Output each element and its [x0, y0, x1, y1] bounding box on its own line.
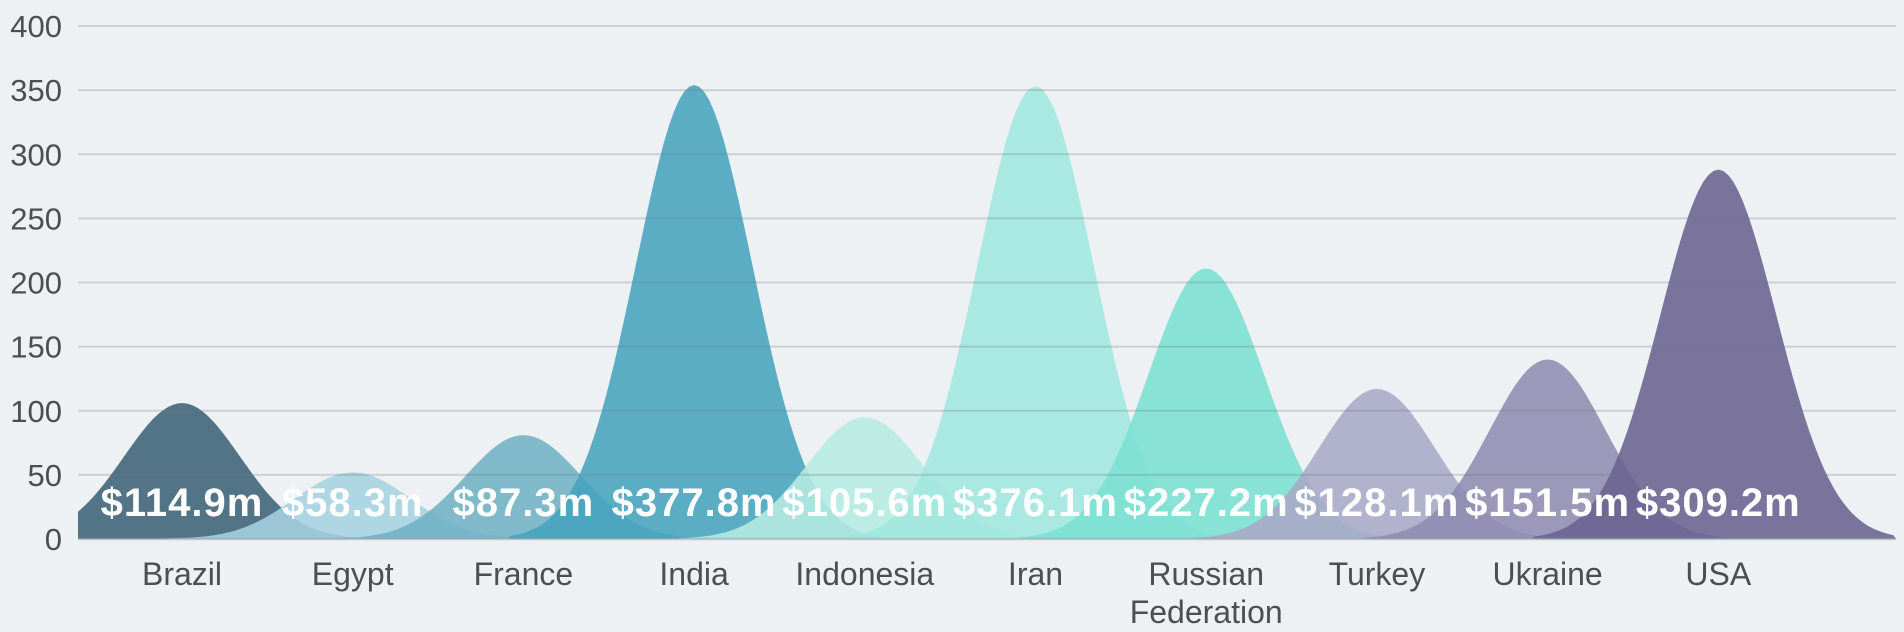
hill-iran: [850, 86, 1221, 540]
y-tick-label-0: 0: [45, 522, 62, 557]
value-label-ukraine: $151.5m: [1465, 481, 1630, 525]
gridlines-layer: [78, 25, 1896, 541]
value-labels-layer: $114.9m $58.3m $87.3m $377.8m $105.6m $376.1m…: [101, 481, 1801, 525]
x-category-label-france: France: [474, 556, 574, 592]
value-label-turkey: $128.1m: [1294, 481, 1459, 525]
y-tick-label-150: 150: [10, 330, 62, 365]
y-tick-label-250: 250: [10, 201, 62, 236]
x-category-label-egypt: Egypt: [312, 556, 394, 592]
y-tick-label-400: 400: [10, 9, 62, 44]
x-category-label-turkey: Turkey: [1329, 556, 1426, 592]
value-label-france: $87.3m: [453, 481, 595, 525]
x-category-label-ukraine: Ukraine: [1492, 556, 1602, 592]
value-label-iran: $376.1m: [953, 481, 1118, 525]
hill-brazil: [78, 403, 367, 539]
value-label-usa: $309.2m: [1636, 481, 1801, 525]
x-category-label-indonesia: Indonesia: [795, 556, 934, 592]
y-tick-label-300: 300: [10, 137, 62, 172]
hills-layer: [78, 85, 1896, 540]
x-axis-category-labels: Brazil Egypt France India Indonesia Iran Russi…: [142, 556, 1752, 630]
value-label-indonesia: $105.6m: [782, 481, 947, 525]
x-category-label-russian-federation: Russian Federation: [1130, 556, 1283, 630]
x-category-label-usa: USA: [1685, 556, 1751, 592]
hill-usa: [1533, 169, 1896, 539]
y-tick-label-350: 350: [10, 73, 62, 108]
hill-india: [509, 85, 880, 539]
hill-russian-federation: [1021, 268, 1392, 539]
value-label-russian-federation: $227.2m: [1124, 481, 1289, 525]
value-label-brazil: $114.9m: [101, 481, 264, 525]
y-tick-label-200: 200: [10, 266, 62, 301]
x-category-label-iran: Iran: [1008, 556, 1063, 592]
y-axis-tick-labels: 0 50 100 150 200 250 300 350 400: [10, 9, 62, 557]
y-tick-label-50: 50: [28, 458, 62, 493]
value-label-egypt: $58.3m: [282, 481, 424, 525]
y-tick-label-100: 100: [10, 394, 62, 429]
value-label-india: $377.8m: [612, 481, 777, 525]
x-category-label-brazil: Brazil: [142, 556, 222, 592]
x-category-label-india: India: [659, 556, 729, 592]
